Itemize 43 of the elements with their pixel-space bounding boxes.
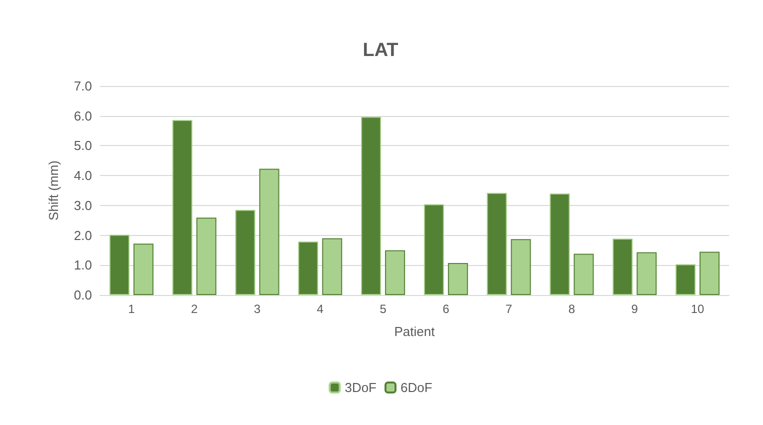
chart-title: LAT <box>362 40 399 61</box>
x-tick-label: 9 <box>631 302 638 316</box>
bar <box>361 116 382 295</box>
legend-label: 6DoF <box>400 380 432 395</box>
y-tick-label: 4.0 <box>74 168 92 184</box>
bar <box>550 193 570 295</box>
x-tick-label: 5 <box>380 302 387 316</box>
bar <box>676 264 696 295</box>
legend-label: 3DoF <box>344 380 377 395</box>
x-tick-label: 6 <box>442 302 450 316</box>
bar <box>133 244 154 295</box>
bar <box>172 120 192 295</box>
x-tick-label: 8 <box>568 302 576 316</box>
y-tick-label: 7.0 <box>74 78 92 94</box>
bar <box>235 210 256 295</box>
bar <box>636 252 657 295</box>
y-tick-label: 2.0 <box>74 228 92 243</box>
y-tick-label: 0.0 <box>74 288 92 302</box>
bar <box>574 254 594 295</box>
bar <box>109 234 130 295</box>
x-tick-label: 7 <box>506 302 513 316</box>
x-axis-title: Patient <box>394 324 436 339</box>
bar <box>196 218 216 295</box>
y-axis-title: Shift (mm) <box>46 160 61 220</box>
bar <box>700 252 720 295</box>
x-tick-label: 2 <box>191 302 198 316</box>
x-tick-label: 1 <box>128 302 136 316</box>
y-tick-label: 1.0 <box>74 258 92 273</box>
bar <box>259 168 280 295</box>
y-tick-label: 3.0 <box>74 198 92 213</box>
x-tick-label: 3 <box>254 302 261 316</box>
x-tick-label: 4 <box>316 302 324 316</box>
bar <box>612 238 633 295</box>
bar <box>385 250 406 295</box>
bar <box>322 238 342 295</box>
y-tick-label: 5.0 <box>74 138 92 154</box>
bar <box>486 192 507 295</box>
x-tick-label: 10 <box>690 302 705 316</box>
bar <box>298 242 318 295</box>
bar <box>448 263 468 295</box>
bar <box>510 239 531 295</box>
y-tick-label: 6.0 <box>74 108 92 124</box>
bar <box>424 204 444 295</box>
